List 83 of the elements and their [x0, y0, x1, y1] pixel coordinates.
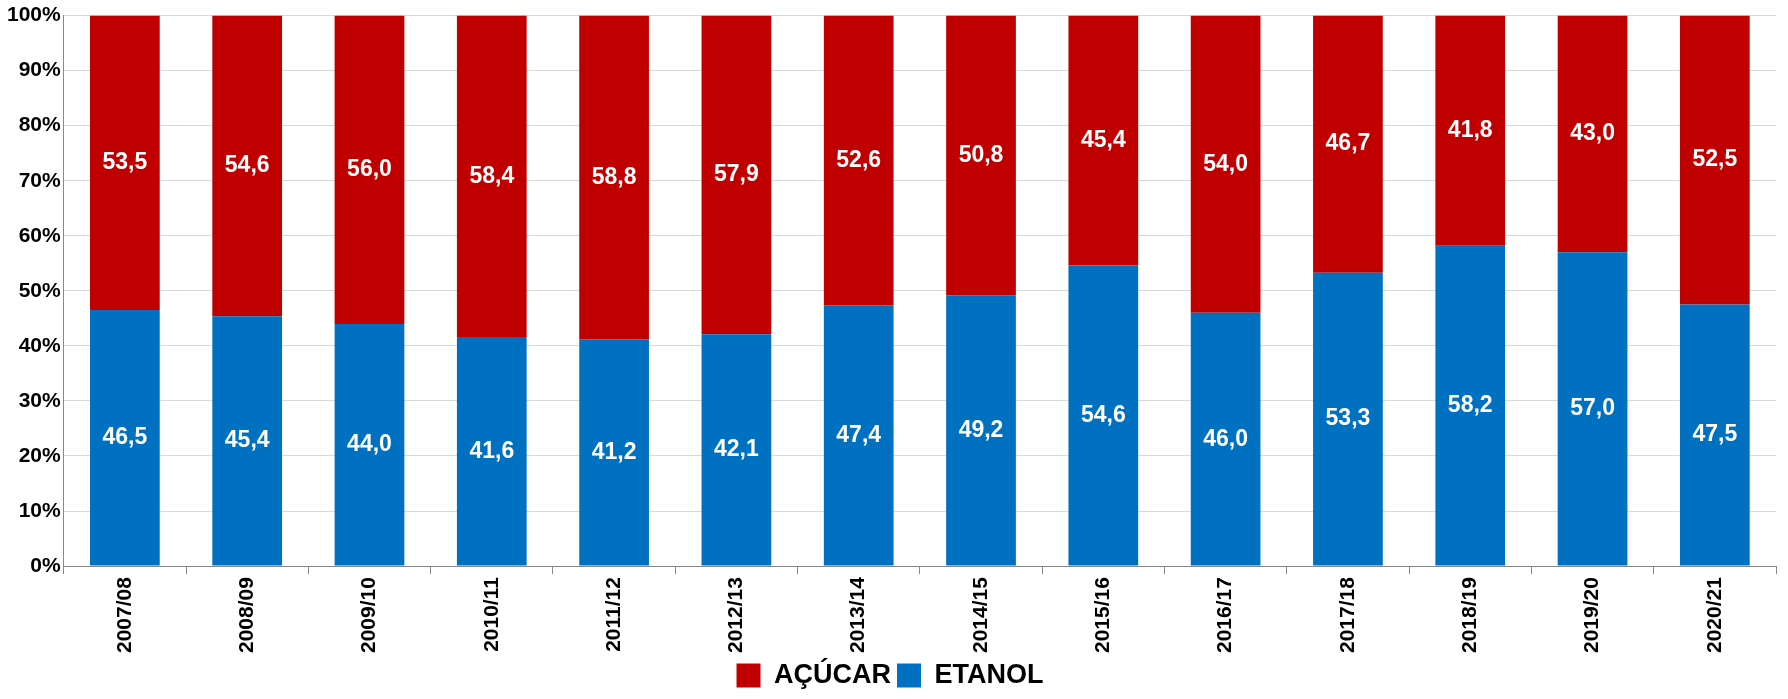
data-label: 58,2: [1447, 390, 1493, 417]
bar: [1679, 15, 1750, 305]
data-label: 49,2: [958, 415, 1004, 442]
y-tick-label: 80%: [18, 112, 62, 136]
data-label: 46,0: [1203, 424, 1248, 451]
bar: [579, 15, 649, 340]
x-tick-label: 2015/16: [1090, 577, 1114, 654]
data-label: 54,6: [1080, 400, 1126, 427]
bar: [212, 316, 283, 566]
y-tick-label: 60%: [18, 222, 62, 246]
x-tick-label: 2010/11: [478, 576, 502, 652]
data-label: 58,8: [591, 162, 637, 189]
x-tick-label: 2008/09: [233, 577, 257, 654]
data-label: 47,4: [836, 420, 882, 447]
y-tick-label: 0%: [30, 552, 62, 576]
bar: [1313, 272, 1383, 566]
bar: [1068, 265, 1139, 566]
bar: [1679, 304, 1750, 566]
y-tick-label: 100%: [6, 2, 62, 26]
bar: [90, 15, 160, 311]
bar: [334, 323, 405, 566]
data-label: 58,4: [469, 161, 515, 188]
bar: [946, 15, 1016, 296]
data-label: 46,7: [1325, 129, 1371, 156]
data-label: 54,6: [224, 151, 270, 178]
bar: [212, 15, 283, 317]
data-label: 52,5: [1692, 145, 1738, 172]
x-tick-label: 2011/12: [600, 577, 624, 652]
y-tick-label: 70%: [18, 167, 62, 191]
bar: [1313, 15, 1383, 273]
x-tick-label: 2014/15: [967, 576, 991, 654]
bar: [823, 305, 894, 566]
bar: [823, 15, 894, 306]
data-label: 57,9: [714, 160, 759, 187]
data-label: 41,8: [1447, 116, 1493, 142]
y-tick-label: 90%: [18, 57, 62, 81]
bar: [1435, 245, 1506, 566]
bar: [1557, 252, 1628, 566]
x-tick-label: 2018/19: [1457, 577, 1481, 654]
data-label: 41,2: [591, 437, 637, 464]
legend-label: ETANOL: [934, 658, 1044, 689]
bar: [456, 337, 527, 566]
x-tick-label: 2016/17: [1212, 577, 1236, 654]
x-tick-label: 2009/10: [356, 577, 380, 654]
x-tick-label: 2020/21: [1701, 576, 1725, 654]
legend-label: AÇÚCAR: [774, 657, 892, 689]
x-tick-label: 2019/20: [1579, 577, 1603, 654]
x-tick-label: 2007/08: [111, 576, 135, 654]
data-label: 45,4: [224, 426, 270, 453]
data-label: 43,0: [1570, 119, 1615, 146]
bar: [1557, 15, 1628, 253]
y-tick-label: 20%: [18, 442, 62, 466]
data-label: 53,3: [1325, 404, 1371, 431]
data-label: 52,6: [836, 145, 882, 172]
x-tick-label: 2013/14: [845, 576, 869, 654]
bar: [1435, 15, 1506, 246]
bar: [90, 310, 160, 566]
data-label: 54,0: [1203, 149, 1248, 176]
data-label: 45,4: [1080, 125, 1126, 152]
y-tick-label: 40%: [18, 332, 62, 356]
bar: [946, 295, 1016, 566]
bar: [1068, 15, 1139, 266]
y-tick-label: 10%: [18, 497, 62, 521]
data-label: 42,1: [714, 435, 759, 462]
x-tick-label: 2017/18: [1334, 576, 1358, 654]
y-tick-label: 50%: [18, 277, 62, 301]
bar: [1190, 15, 1261, 313]
bar: [334, 15, 405, 324]
data-label: 57,0: [1570, 394, 1615, 421]
data-label: 46,5: [102, 423, 148, 450]
data-label: 56,0: [347, 155, 392, 182]
data-label: 41,6: [469, 436, 515, 463]
bar: [1190, 312, 1261, 566]
bar: [456, 15, 527, 338]
data-label: 44,0: [347, 430, 392, 457]
bar: [579, 339, 649, 566]
x-tick-label: 2012/13: [723, 577, 747, 654]
data-label: 53,5: [102, 148, 148, 175]
data-label: 50,8: [958, 140, 1004, 167]
y-tick-label: 30%: [18, 387, 62, 411]
bar: [701, 334, 772, 566]
bar: [701, 15, 772, 335]
data-label: 47,5: [1692, 420, 1738, 447]
